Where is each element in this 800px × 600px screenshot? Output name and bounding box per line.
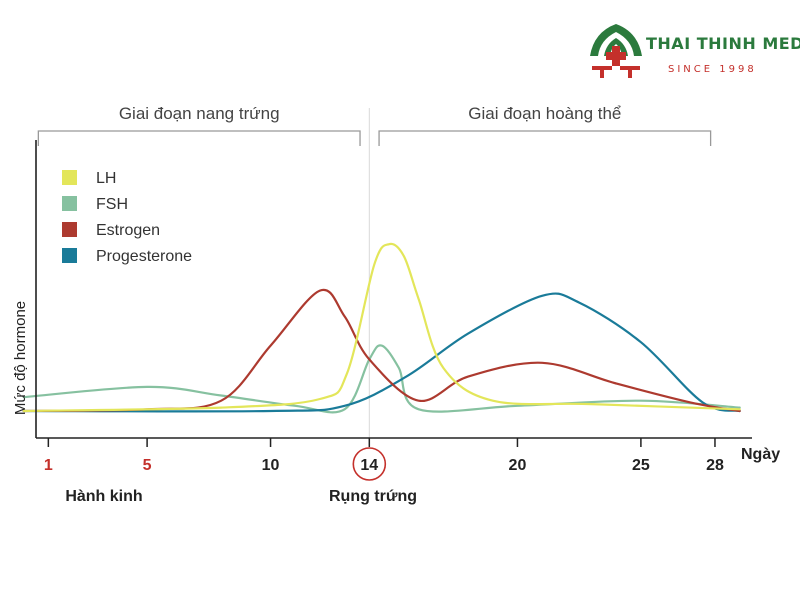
x-tick-label: 1 — [44, 457, 53, 474]
x-tick-label: 5 — [143, 457, 152, 474]
axes — [35, 140, 752, 439]
ovulation-circle — [352, 447, 387, 481]
y-axis-label: Mức độ hormone — [12, 301, 29, 415]
x-tick-label: 14 — [360, 457, 378, 474]
series-line-lh — [22, 242, 741, 413]
x-tick-label: 25 — [632, 457, 650, 474]
brand-name: THAI THINH MEDIC — [646, 34, 800, 53]
brand-tagline: SINCE 1998 — [668, 64, 757, 75]
phase-label: Giai đoạn nang trứng — [119, 104, 280, 123]
x-ticks: 1 5 10 14 20 25 28 — [44, 438, 724, 481]
series-line-fsh — [22, 344, 741, 414]
phase-bracket — [37, 130, 361, 146]
phase-label: Giai đoạn hoàng thể — [468, 104, 621, 123]
brand-logo: THAI THINH MEDIC SINCE 1998 — [588, 22, 800, 82]
legend-label: Estrogen — [96, 222, 160, 239]
legend: LH FSH Estrogen Progesterone — [62, 170, 192, 265]
legend-label: Progesterone — [96, 248, 192, 265]
x-annotations: Hành kinh Rụng trứng — [65, 488, 417, 505]
legend-swatch-lh — [62, 170, 77, 185]
series-line-estrogen — [22, 288, 741, 413]
legend-swatch-estrogen — [62, 222, 77, 237]
annotation-label: Hành kinh — [65, 488, 142, 505]
series-line-progesterone — [22, 292, 741, 413]
legend-label: FSH — [96, 196, 128, 213]
annotation-label: Rụng trứng — [329, 488, 417, 505]
series-lines — [22, 242, 741, 414]
legend-label: LH — [96, 170, 116, 187]
x-tick-label: 20 — [509, 457, 527, 474]
logo-mark-icon — [590, 24, 642, 78]
phase-brackets: Giai đoạn nang trứng Giai đoạn hoàng thể — [37, 104, 712, 146]
phase-bracket — [378, 130, 712, 146]
x-tick-label: 28 — [706, 457, 724, 474]
legend-swatch-fsh — [62, 196, 77, 211]
x-tick-label: 10 — [262, 457, 280, 474]
legend-swatch-progesterone — [62, 248, 77, 263]
x-axis-label: Ngày — [741, 446, 780, 463]
